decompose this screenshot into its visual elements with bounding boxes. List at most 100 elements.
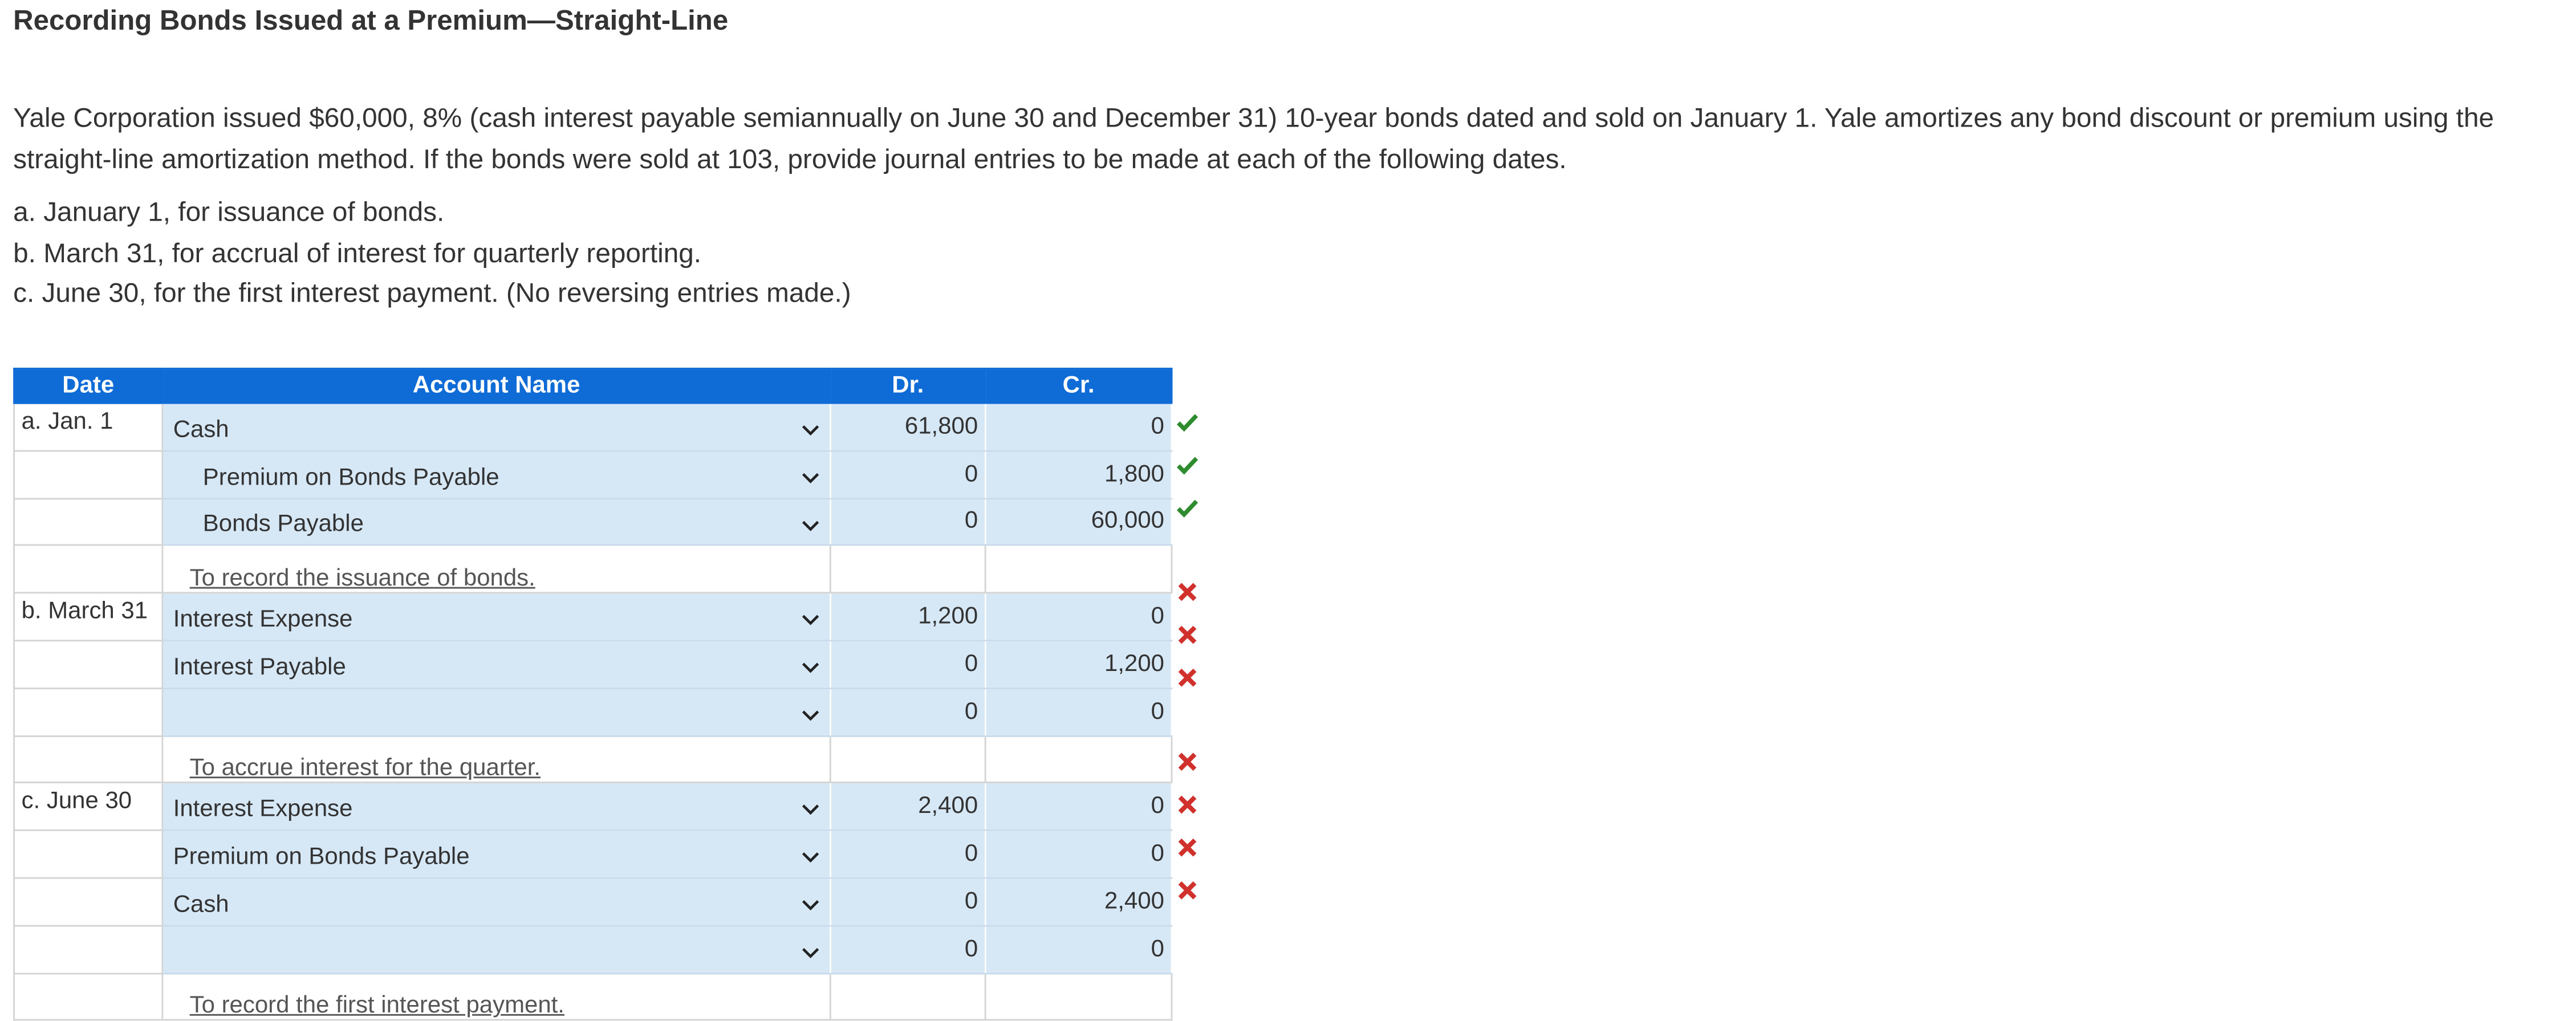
cr-cell[interactable]: 1,200 <box>984 640 1173 689</box>
account-cell[interactable] <box>161 924 831 974</box>
account: Cash <box>173 417 229 444</box>
cr-amount: 1,200 <box>1104 651 1165 678</box>
dropdown-arrow[interactable] <box>802 465 820 491</box>
entry-row: b. March 31 Interest Expense 1,200 0 <box>13 592 1173 642</box>
memo-cell: To record the first interest payment. <box>161 972 831 1021</box>
dr-cell[interactable]: 0 <box>829 829 986 879</box>
cr-cell[interactable]: 0 <box>984 782 1173 832</box>
cr-cell[interactable]: 0 <box>984 687 1173 737</box>
title: Recording Bonds Issued at a Premium—Stra… <box>13 5 729 36</box>
account: Premium on Bonds Payable <box>173 844 470 871</box>
column-header: Cr. <box>984 368 1173 404</box>
dr-amount: 0 <box>964 509 978 535</box>
account: Premium on Bonds Payable <box>202 464 499 491</box>
date-cell <box>13 687 164 737</box>
account-cell[interactable]: Interest Payable <box>161 640 831 689</box>
entry-row: Bonds Payable 0 60,000 <box>13 497 1173 547</box>
account: Interest Payable <box>173 654 346 681</box>
date-cell <box>13 450 164 499</box>
cross-icon <box>1178 796 1197 814</box>
date-cell: c. June 30 <box>13 782 164 832</box>
entry-row: Premium on Bonds Payable 0 0 <box>13 829 1173 879</box>
date-cell <box>13 544 164 594</box>
memo-cell: To record the issuance of bonds. <box>161 544 831 594</box>
journal-table: Date Account Name Dr. Cr. a. Jan. 1 Cash 61,80… <box>13 368 1173 1021</box>
cross-icon <box>1178 838 1197 857</box>
dr-cell[interactable]: 0 <box>829 640 986 689</box>
dr-cell[interactable]: 61,800 <box>829 402 986 451</box>
account-cell[interactable]: Interest Expense <box>161 782 831 832</box>
account: Cash <box>173 892 229 918</box>
account-cell[interactable]: Interest Expense <box>161 592 831 642</box>
check-icon <box>1176 499 1198 517</box>
memo-cell: To accrue interest for the quarter. <box>161 734 831 784</box>
dropdown-arrow[interactable] <box>802 797 820 823</box>
dr-cell <box>829 734 986 784</box>
column-header: Date <box>13 368 164 404</box>
check-icon <box>1176 414 1198 432</box>
screen: Recording Bonds Issued at a Premium—Stra… <box>13 5 2494 1021</box>
cr-cell[interactable]: 2,400 <box>984 877 1173 926</box>
account-cell[interactable]: Cash <box>161 877 831 926</box>
dropdown-arrow[interactable] <box>802 607 820 633</box>
memo-row: To record the first interest payment. <box>13 972 1173 1021</box>
date-cell <box>13 877 164 926</box>
column-header: Dr. <box>829 368 986 404</box>
dropdown-arrow[interactable] <box>802 939 820 966</box>
entry-row: Cash 0 2,400 <box>13 877 1173 926</box>
entry-row: Interest Payable 0 1,200 <box>13 640 1173 689</box>
account-cell[interactable]: Bonds Payable <box>161 497 831 547</box>
dropdown-arrow[interactable] <box>802 654 820 681</box>
date-cell <box>13 640 164 689</box>
cr-cell <box>984 544 1173 594</box>
cr-cell[interactable]: 0 <box>984 829 1173 879</box>
dr-cell[interactable]: 0 <box>829 497 986 547</box>
dr-cell <box>829 972 986 1021</box>
dropdown-arrow[interactable] <box>802 702 820 729</box>
date: b. March 31 <box>21 599 148 625</box>
entry-row: a. Jan. 1 Cash 61,800 0 <box>13 402 1173 451</box>
cr-cell <box>984 734 1173 784</box>
cr-cell[interactable]: 0 <box>984 924 1173 974</box>
problem-text: Yale Corporation issued $60,000, 8% (cas… <box>13 104 2494 174</box>
dropdown-arrow[interactable] <box>802 892 820 918</box>
dr-amount: 0 <box>964 651 978 678</box>
cr-amount: 0 <box>1151 413 1165 440</box>
dr-cell[interactable]: 0 <box>829 450 986 499</box>
dropdown-arrow[interactable] <box>802 512 820 538</box>
dropdown-arrow[interactable] <box>802 417 820 444</box>
account-cell[interactable]: Premium on Bonds Payable <box>161 829 831 879</box>
memo-text: To record the issuance of bonds. <box>189 566 535 592</box>
item-list: a. January 1, for issuance of bonds. b. M… <box>13 193 851 314</box>
cr-cell[interactable]: 60,000 <box>984 497 1173 547</box>
dr-amount: 0 <box>964 935 978 963</box>
memo-row: To record the issuance of bonds. <box>13 544 1173 594</box>
dr-cell[interactable]: 0 <box>829 687 986 737</box>
entry-row: c. June 30 Interest Expense 2,400 0 <box>13 782 1173 832</box>
cr-cell[interactable]: 0 <box>984 592 1173 642</box>
item: a. January 1, for issuance of bonds. <box>13 198 445 228</box>
dr-cell[interactable]: 1,200 <box>829 592 986 642</box>
dr-cell[interactable]: 0 <box>829 877 986 926</box>
memo-text: To accrue interest for the quarter. <box>189 755 541 783</box>
date-cell: a. Jan. 1 <box>13 402 164 451</box>
dropdown-arrow[interactable] <box>802 844 820 871</box>
cross-icon <box>1178 753 1197 772</box>
date-cell: b. March 31 <box>13 592 164 642</box>
account-cell[interactable] <box>161 687 831 737</box>
cr-cell[interactable]: 0 <box>984 402 1173 451</box>
dr-cell[interactable]: 2,400 <box>829 782 986 832</box>
dr-cell <box>829 544 986 594</box>
column-header: Account Name <box>161 368 831 404</box>
account-cell[interactable]: Cash <box>161 402 831 451</box>
cr-amount: 0 <box>1151 698 1165 725</box>
cr-amount: 0 <box>1151 841 1165 868</box>
account: Interest Expense <box>173 796 353 824</box>
account-cell[interactable]: Premium on Bonds Payable <box>161 450 831 499</box>
dr-cell[interactable]: 0 <box>829 924 986 974</box>
cr-cell <box>984 972 1173 1021</box>
cr-cell[interactable]: 1,800 <box>984 450 1173 499</box>
date-cell <box>13 924 164 974</box>
